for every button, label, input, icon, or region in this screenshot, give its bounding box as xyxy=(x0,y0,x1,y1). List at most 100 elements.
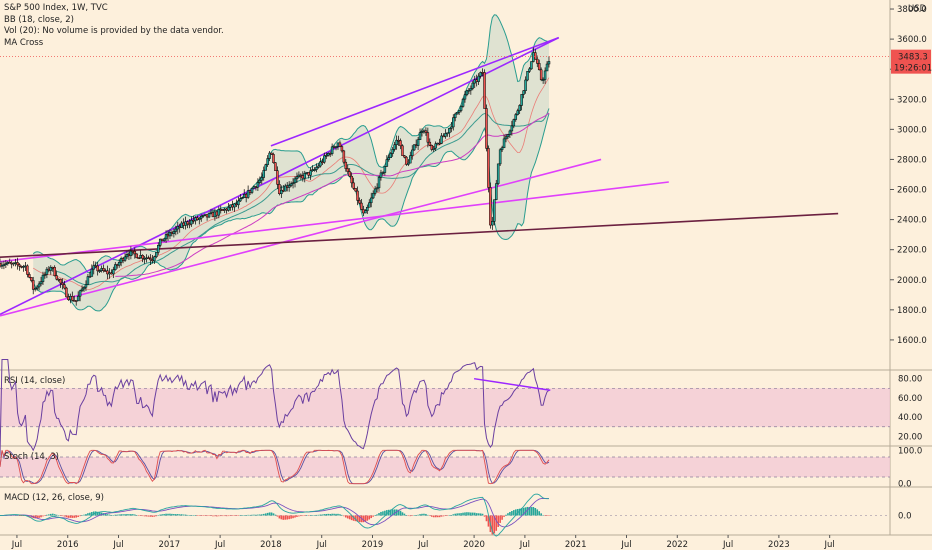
candle-body-213 xyxy=(414,144,418,146)
macd-histogram-bar-275 xyxy=(536,509,539,516)
macd-histogram-bar-68 xyxy=(132,514,134,516)
candle-body-1 xyxy=(0,264,4,267)
macd-histogram-bar-91 xyxy=(176,514,179,516)
candle-body-49 xyxy=(94,265,97,267)
macd-histogram-bar-156 xyxy=(303,515,306,516)
macd-histogram-bar-248 xyxy=(483,515,486,517)
candle-body-253 xyxy=(493,199,496,222)
candle-body-152 xyxy=(295,176,299,180)
time-tick-label-0: Jul xyxy=(11,540,22,550)
macd-histogram-bar-102 xyxy=(198,515,201,516)
macd-histogram-bar-23 xyxy=(44,515,46,516)
macd-histogram-bar-259 xyxy=(505,514,507,516)
candle-body-50 xyxy=(96,265,99,272)
candle-body-93 xyxy=(180,222,183,228)
macd-histogram-bar-279 xyxy=(544,515,546,516)
candle-body-180 xyxy=(350,175,353,184)
candle-body-168 xyxy=(326,153,330,156)
candle-body-261 xyxy=(508,130,512,135)
candle-body-89 xyxy=(172,231,176,234)
candle-body-92 xyxy=(178,226,181,228)
macd-histogram-bar-149 xyxy=(290,515,292,519)
macd-histogram-bar-226 xyxy=(440,515,443,517)
candle-body-275 xyxy=(536,58,539,64)
currency-label: USD xyxy=(908,4,927,14)
macd-histogram-bar-272 xyxy=(530,507,533,516)
candle-body-46 xyxy=(88,276,92,278)
macd-histogram-bar-111 xyxy=(216,515,218,517)
candle-body-187 xyxy=(364,210,367,214)
candle-body-233 xyxy=(453,113,457,118)
candle-body-21 xyxy=(39,281,43,285)
candle-body-214 xyxy=(416,139,420,146)
macd-histogram-bar-218 xyxy=(425,513,427,516)
macd-histogram-bar-39 xyxy=(75,515,77,518)
macd-histogram-bar-133 xyxy=(259,514,261,516)
macd-histogram-bar-166 xyxy=(323,514,326,516)
candle-body-59 xyxy=(114,264,117,270)
macd-histogram-bar-63 xyxy=(122,514,124,516)
macd-histogram-bar-163 xyxy=(317,514,320,516)
macd-histogram-bar-59 xyxy=(114,514,117,516)
macd-histogram-bar-75 xyxy=(145,515,148,517)
candle-body-246 xyxy=(479,72,482,77)
candle-body-126 xyxy=(244,193,248,198)
stoch-pane-label: Stoch (14, 3) xyxy=(4,452,59,462)
macd-histogram-bar-176 xyxy=(343,515,345,517)
macd-histogram-bar-21 xyxy=(40,515,42,518)
macd-histogram-bar-237 xyxy=(462,512,464,516)
candle-body-128 xyxy=(248,190,252,193)
time-tick-label-3: 2017 xyxy=(159,540,181,550)
candle-body-193 xyxy=(375,187,379,190)
candle-body-278 xyxy=(541,79,545,81)
price-tick-label-9: 2000.0 xyxy=(897,276,927,286)
macd-histogram-bar-246 xyxy=(479,513,482,516)
candle-body-159 xyxy=(309,170,312,176)
candle-body-166 xyxy=(323,155,326,163)
macd-histogram-bar-121 xyxy=(235,515,238,516)
time-tick-label-2: Jul xyxy=(112,540,123,550)
macd-histogram-bar-65 xyxy=(126,514,128,516)
candle-body-198 xyxy=(385,159,389,167)
macd-histogram-bar-198 xyxy=(386,510,388,516)
candle-body-220 xyxy=(428,141,432,146)
macd-histogram-bar-224 xyxy=(436,515,439,518)
candle-body-12 xyxy=(22,266,25,268)
candle-body-81 xyxy=(156,245,160,253)
macd-histogram-bar-221 xyxy=(430,515,433,517)
macd-histogram-bar-197 xyxy=(384,510,386,516)
candle-body-60 xyxy=(115,264,119,266)
macd-histogram-bar-19 xyxy=(36,515,38,519)
macd-histogram-bar-109 xyxy=(212,515,214,517)
macd-histogram-bar-192 xyxy=(374,515,376,516)
candle-body-62 xyxy=(119,258,123,263)
candle-body-206 xyxy=(401,145,404,156)
candle-body-244 xyxy=(475,79,478,82)
candle-body-53 xyxy=(102,268,105,271)
candle-body-186 xyxy=(362,209,365,214)
candle-body-185 xyxy=(360,202,363,210)
macd-histogram-bar-206 xyxy=(401,512,404,516)
candle-body-162 xyxy=(315,167,318,170)
macd-histogram-bar-254 xyxy=(495,515,498,531)
candle-body-100 xyxy=(194,217,197,222)
candle-body-209 xyxy=(407,162,410,165)
candle-body-52 xyxy=(100,268,103,271)
macd-histogram-bar-195 xyxy=(380,511,382,516)
macd-histogram-bar-80 xyxy=(155,515,158,517)
macd-histogram-bar-8 xyxy=(14,515,17,516)
candle-body-266 xyxy=(518,105,521,111)
candle-body-210 xyxy=(409,155,412,164)
candle-body-143 xyxy=(278,184,281,195)
macd-histogram-bar-11 xyxy=(20,515,23,516)
macd-histogram-bar-94 xyxy=(182,514,185,516)
macd-histogram-bar-155 xyxy=(302,515,304,517)
candle-body-260 xyxy=(506,134,510,138)
candle-body-84 xyxy=(162,238,166,242)
macd-histogram-bar-10 xyxy=(18,515,21,516)
macd-histogram-bar-144 xyxy=(280,515,283,520)
rsi-tick-label-2: 40.00 xyxy=(898,413,922,423)
price-tick-label-8: 2200.0 xyxy=(897,246,927,256)
